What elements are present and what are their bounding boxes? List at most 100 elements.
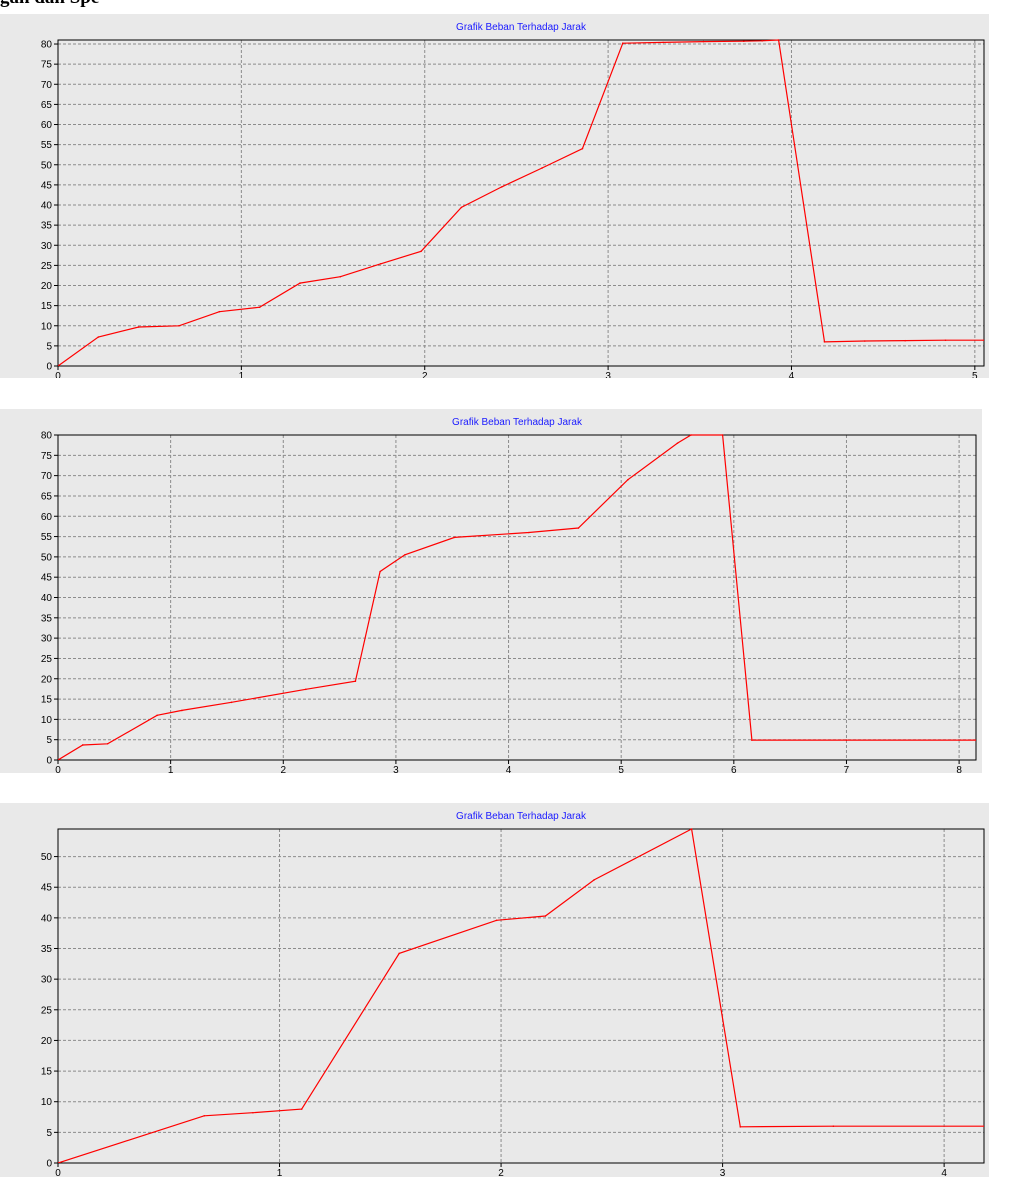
data-point — [983, 1125, 984, 1128]
x-tick-label: 4 — [506, 765, 512, 773]
data-point — [761, 40, 763, 42]
y-tick-label: 10 — [41, 715, 53, 726]
data-point — [944, 339, 947, 342]
data-point — [676, 442, 679, 444]
y-tick-label: 5 — [46, 341, 52, 352]
data-point — [541, 167, 543, 169]
data-point — [751, 739, 753, 741]
data-point — [379, 570, 381, 573]
data-point — [137, 326, 140, 328]
data-point — [258, 306, 261, 309]
y-tick-label: 0 — [46, 362, 52, 373]
y-tick-label: 50 — [41, 552, 53, 563]
data-point — [500, 186, 503, 188]
data-point — [823, 341, 826, 343]
data-point — [81, 744, 84, 746]
chart-background — [0, 409, 982, 773]
data-point — [156, 714, 158, 717]
data-point — [777, 39, 780, 41]
data-point — [404, 554, 406, 556]
x-tick-label: 1 — [239, 371, 245, 378]
data-point — [58, 759, 59, 760]
data-point — [581, 147, 584, 150]
chart-title: Grafik Beban Terhadap Jarak — [456, 22, 587, 33]
x-tick-label: 0 — [55, 1168, 61, 1177]
x-tick-label: 4 — [941, 1168, 947, 1177]
data-point — [702, 40, 705, 43]
x-tick-label: 7 — [844, 765, 850, 773]
y-tick-label: 30 — [41, 634, 53, 645]
y-tick-label: 35 — [41, 221, 53, 232]
y-tick-label: 80 — [41, 40, 53, 51]
y-tick-label: 50 — [41, 160, 53, 171]
y-tick-label: 70 — [41, 471, 53, 482]
y-tick-label: 40 — [41, 201, 53, 212]
y-tick-label: 15 — [41, 1067, 53, 1078]
y-tick-label: 0 — [46, 1159, 52, 1170]
data-point — [97, 336, 100, 338]
x-tick-label: 3 — [393, 765, 399, 773]
chart-3: Grafik Beban Terhadap Jarak0510152025303… — [0, 803, 989, 1179]
y-tick-label: 35 — [41, 613, 53, 624]
data-point — [690, 828, 693, 830]
y-tick-label: 30 — [41, 241, 53, 252]
y-tick-label: 45 — [41, 180, 53, 191]
y-tick-label: 55 — [41, 532, 53, 543]
y-tick-label: 60 — [41, 120, 53, 131]
y-tick-label: 45 — [41, 573, 53, 584]
data-point — [528, 531, 530, 534]
x-tick-label: 0 — [55, 371, 61, 378]
chart-title: Grafik Beban Terhadap Jarak — [456, 811, 587, 822]
data-point — [460, 206, 463, 209]
data-point — [627, 478, 629, 481]
data-point — [379, 262, 382, 265]
y-tick-label: 40 — [41, 913, 53, 924]
chart-2: Grafik Beban Terhadap Jarak0510152025303… — [0, 409, 982, 776]
x-tick-label: 3 — [605, 371, 611, 378]
chart-panel-2: Grafik Beban Terhadap Jarak 0 5 10 15 20 25 30 3… — [0, 409, 982, 776]
chart-background — [0, 14, 989, 378]
plot-frame — [57, 828, 985, 1164]
x-tick-label: 5 — [972, 371, 978, 378]
data-point — [975, 739, 976, 741]
x-tick-label: 4 — [789, 371, 795, 378]
y-tick-label: 30 — [41, 975, 53, 986]
chart-panel-3: Grafik Beban Terhadap Jarak 0 5 10 15 20 25 30 3… — [0, 803, 989, 1179]
x-tick-label: 6 — [731, 765, 737, 773]
data-point — [721, 434, 724, 436]
y-tick-label: 0 — [46, 756, 52, 767]
y-tick-label: 65 — [41, 491, 53, 502]
data-point — [354, 680, 357, 682]
data-point — [739, 1126, 742, 1128]
data-point — [544, 915, 547, 917]
chart-1: Grafik Beban Terhadap Jarak0510152025303… — [0, 14, 989, 382]
y-tick-label: 25 — [41, 261, 53, 272]
y-tick-label: 70 — [41, 80, 53, 91]
x-tick-label: 2 — [280, 765, 286, 773]
data-point — [904, 339, 906, 342]
data-point — [742, 40, 745, 43]
series-line-1 — [58, 434, 976, 760]
data-point — [420, 250, 422, 253]
y-tick-label: 25 — [41, 654, 53, 665]
x-tick-label: 3 — [720, 1168, 726, 1177]
data-point — [662, 41, 664, 44]
data-point — [106, 742, 109, 745]
y-tick-label: 5 — [46, 1128, 52, 1139]
y-tick-label: 15 — [41, 301, 53, 312]
y-tick-label: 40 — [41, 593, 53, 604]
data-point — [690, 434, 692, 436]
data-point — [453, 536, 456, 539]
data-point — [621, 42, 624, 45]
y-tick-label: 75 — [41, 451, 53, 462]
data-point — [58, 1162, 59, 1163]
data-point — [218, 310, 221, 313]
data-point — [832, 1125, 835, 1128]
figure-heading: gan dan Spe — [0, 0, 99, 8]
data-point — [299, 282, 301, 284]
x-tick-label: 2 — [422, 371, 428, 378]
y-tick-label: 55 — [41, 140, 53, 151]
y-tick-label: 20 — [41, 1036, 53, 1047]
y-tick-label: 5 — [46, 735, 52, 746]
y-tick-label: 20 — [41, 281, 53, 292]
